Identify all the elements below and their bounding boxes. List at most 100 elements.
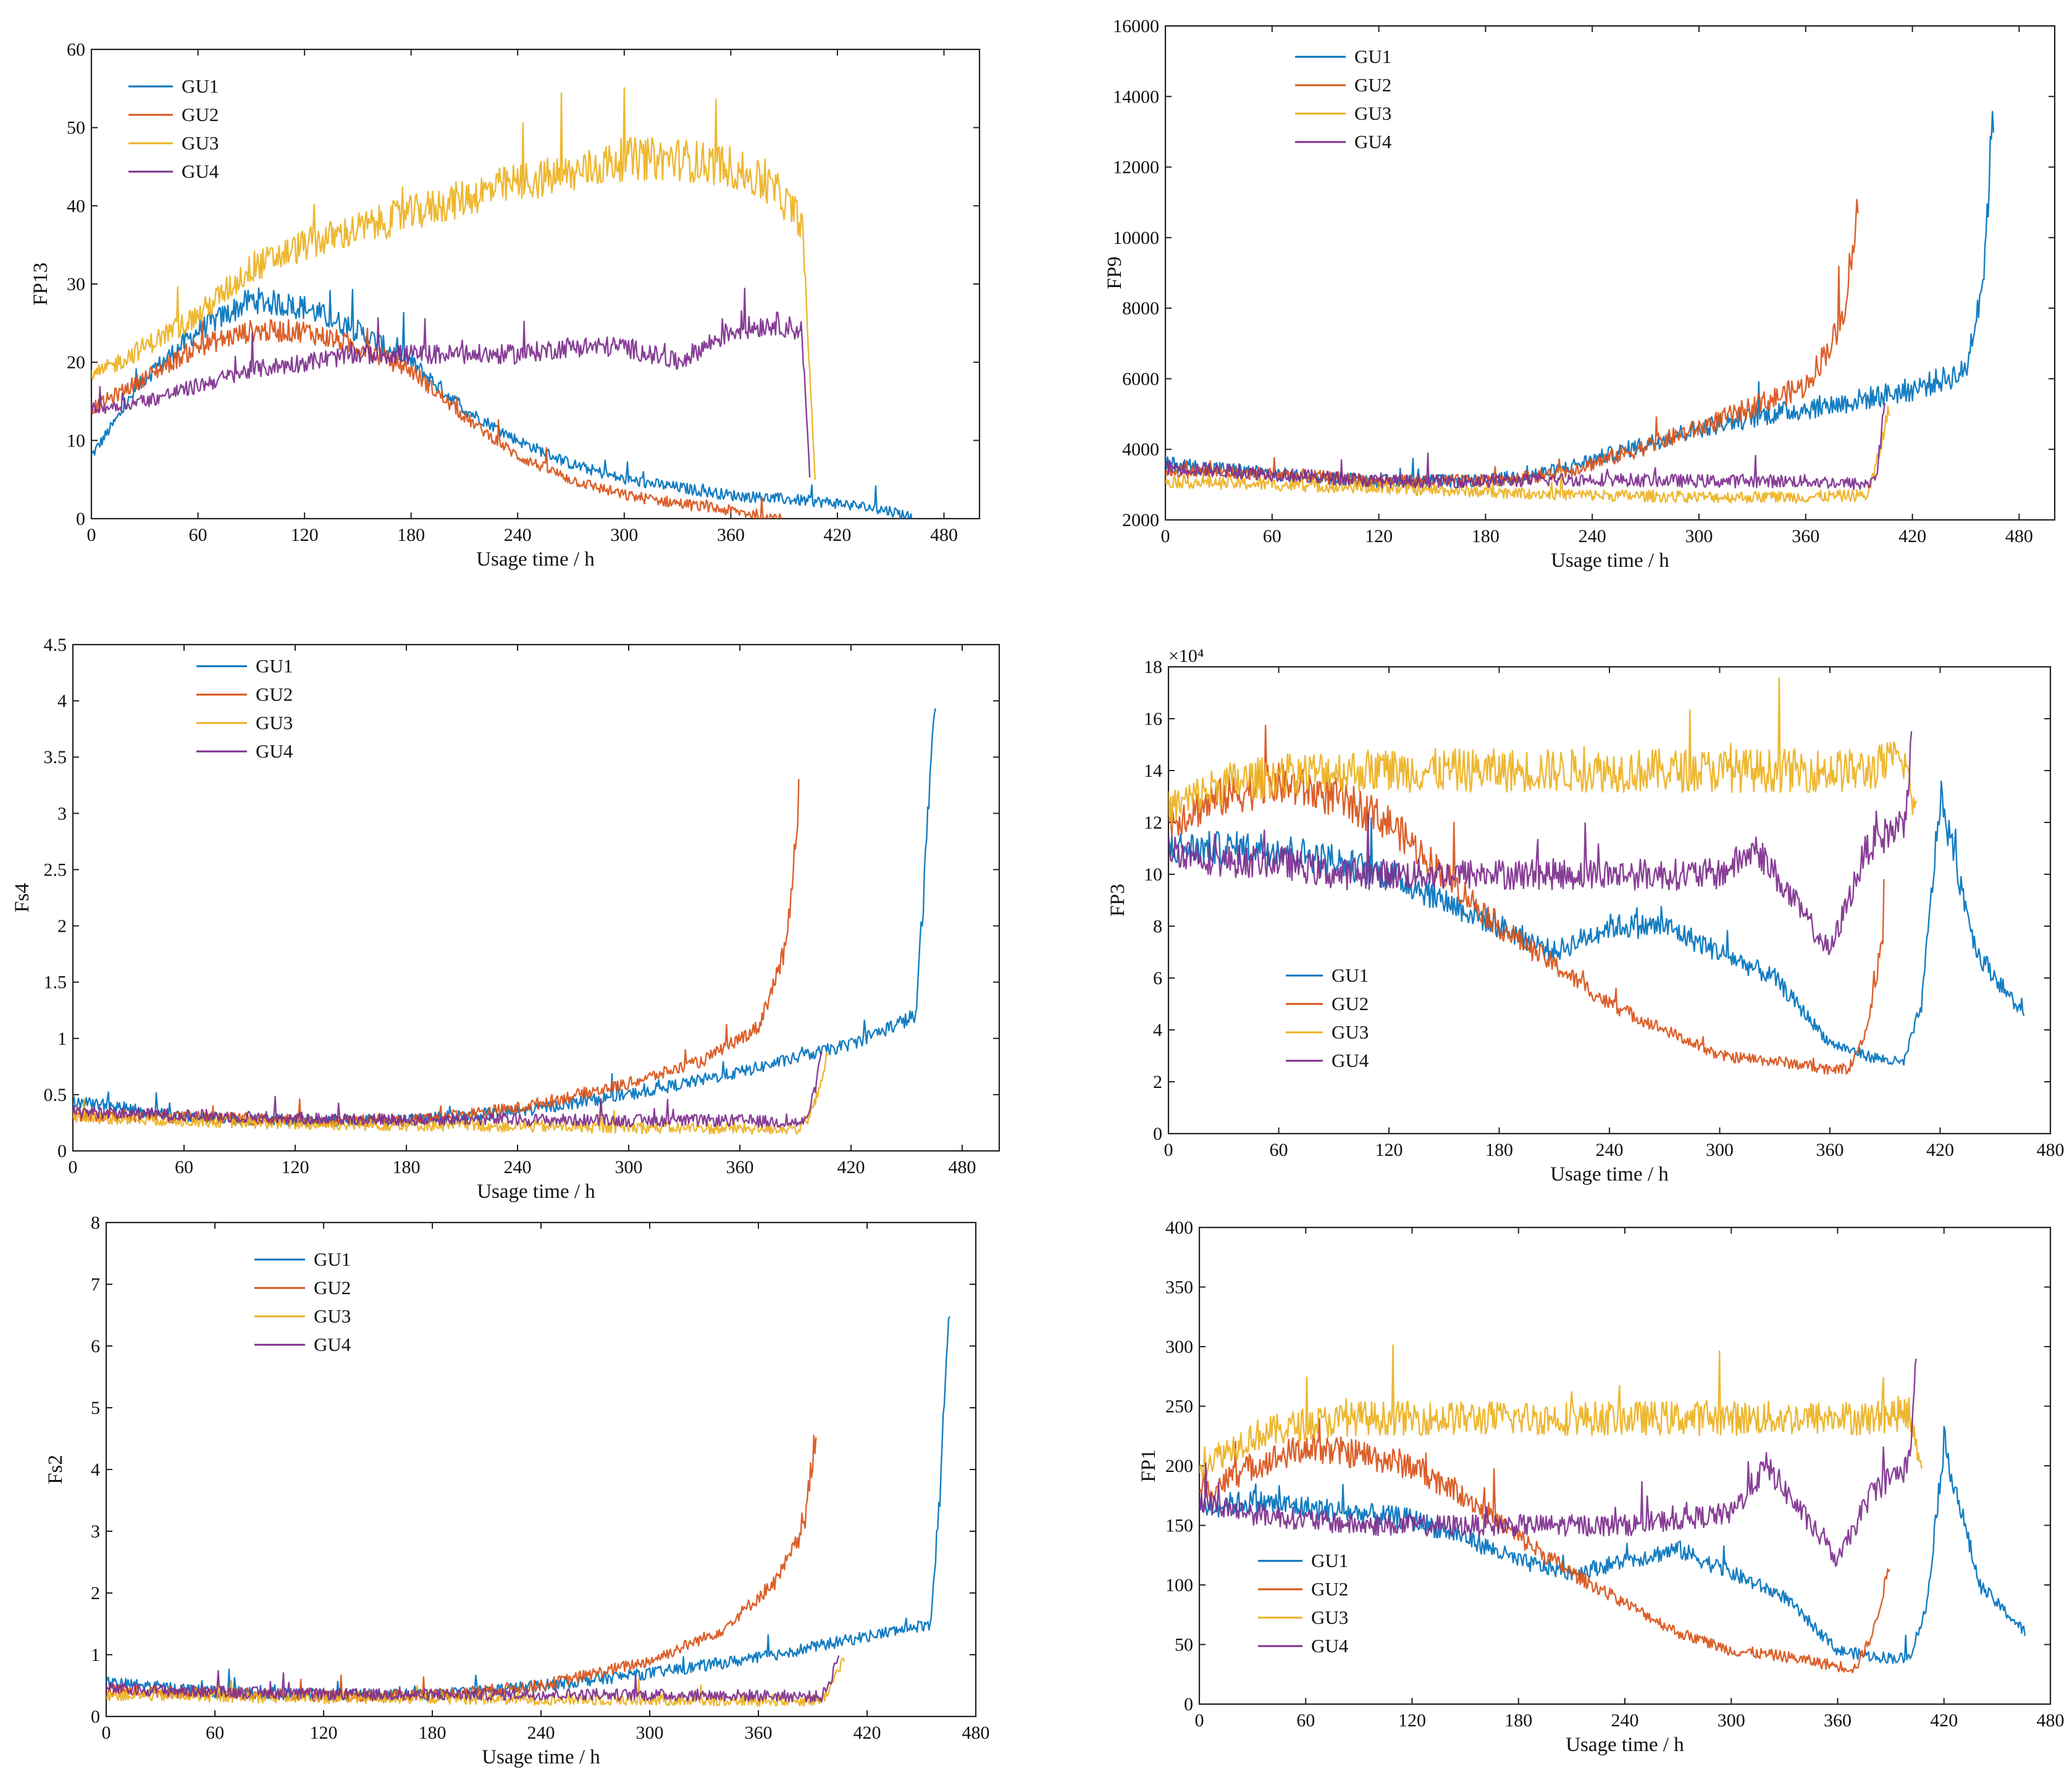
y-tick-label: 10 — [1144, 864, 1162, 885]
x-tick-label: 240 — [527, 1723, 555, 1743]
y-tick-label: 20 — [67, 353, 85, 373]
plot-frame — [72, 643, 1000, 1152]
legend-label-gu2: GU2 — [182, 104, 219, 125]
series-line-gu3 — [91, 87, 816, 480]
x-tick-label: 360 — [745, 1723, 773, 1743]
x-tick-label: 240 — [504, 1157, 532, 1177]
chart-fp13: 0 60 120 180 240 300 360 420 480 0 10 20 30 40 50 60 Usa… — [30, 40, 981, 571]
series-line-gu1 — [106, 1316, 950, 1702]
x-tick-label: 420 — [1898, 526, 1926, 546]
y-axis-label: Fs2 — [44, 1455, 67, 1484]
y-tick-label: 18 — [1144, 657, 1162, 677]
legend-label-gu4: GU4 — [182, 161, 219, 182]
x-tick-label: 60 — [189, 525, 208, 545]
plot-frame — [90, 48, 981, 520]
series-line-gu2 — [91, 319, 782, 519]
x-tick-label: 0 — [1161, 526, 1170, 546]
x-tick-label: 180 — [419, 1723, 447, 1743]
y-scale-label: ×10⁴ — [1168, 646, 1204, 666]
chart-fp9: 0 60 120 180 240 300 360 420 480 2000 4000 6000 8000… — [1104, 16, 2056, 572]
x-tick-label: 120 — [1398, 1710, 1426, 1731]
x-tick-label: 300 — [610, 525, 638, 545]
y-tick-label: 100 — [1165, 1575, 1193, 1595]
x-tick-label: 300 — [1718, 1710, 1745, 1731]
x-tick-label: 480 — [962, 1723, 990, 1743]
legend-label-gu2: GU2 — [256, 683, 293, 705]
y-tick-label: 1 — [57, 1029, 67, 1049]
series-line-gu3 — [1199, 1344, 1923, 1479]
x-tick-label: 120 — [1375, 1140, 1403, 1160]
y-tick-label: 14 — [1144, 761, 1162, 781]
legend-label-gu3: GU3 — [256, 712, 293, 734]
x-tick-label: 360 — [1816, 1140, 1844, 1160]
y-tick-label: 10 — [67, 430, 85, 451]
legend-label-gu2: GU2 — [1332, 993, 1369, 1014]
legend-label-gu2: GU2 — [314, 1277, 351, 1298]
legend-label-gu1: GU1 — [182, 75, 219, 97]
y-tick-label: 300 — [1165, 1337, 1193, 1357]
series-line-gu4 — [1199, 1358, 1918, 1567]
legend-label-gu1: GU1 — [314, 1248, 351, 1270]
x-tick-label: 360 — [1824, 1710, 1852, 1731]
legend-label-gu3: GU3 — [1354, 102, 1391, 124]
x-tick-label: 300 — [636, 1723, 664, 1743]
plot-frame — [1167, 666, 2052, 1135]
series-line-gu4 — [91, 287, 811, 478]
plot-frame — [1198, 1226, 2052, 1705]
x-tick-label: 60 — [1270, 1140, 1288, 1160]
series-group — [106, 1316, 950, 1707]
x-tick-label: 0 — [87, 525, 96, 545]
series-group — [1165, 111, 1995, 504]
legend-label-gu2: GU2 — [1311, 1578, 1348, 1600]
series-line-gu1 — [91, 287, 916, 519]
x-tick-label: 240 — [504, 525, 532, 545]
x-tick-label: 180 — [397, 525, 425, 545]
y-tick-label: 6000 — [1122, 369, 1159, 389]
x-tick-label: 240 — [1579, 526, 1606, 546]
y-tick-label: 150 — [1165, 1516, 1193, 1536]
y-tick-label: 12 — [1144, 813, 1162, 833]
x-tick-label: 480 — [2037, 1140, 2065, 1160]
series-line-gu4 — [106, 1655, 840, 1703]
chart-fp3: 0 60 120 180 240 300 360 420 480 0 2 4 6 8 10 12 14 16 18 U… — [1107, 646, 2065, 1185]
legend-label-gu1: GU1 — [1311, 1550, 1348, 1571]
x-tick-label: 480 — [949, 1157, 976, 1177]
legend-label-gu4: GU4 — [1332, 1050, 1369, 1071]
x-tick-label: 360 — [1792, 526, 1819, 546]
x-tick-label: 300 — [1685, 526, 1713, 546]
legend-label-gu3: GU3 — [1332, 1021, 1369, 1043]
series-line-gu4 — [1168, 731, 1913, 956]
y-tick-label: 3.5 — [44, 747, 67, 767]
y-axis-label: FP3 — [1107, 884, 1129, 916]
y-tick-label: 14000 — [1113, 86, 1159, 107]
legend-label-gu1: GU1 — [256, 655, 293, 677]
y-tick-label: 0 — [91, 1707, 100, 1727]
x-tick-label: 360 — [726, 1157, 754, 1177]
y-tick-label: 8 — [91, 1213, 100, 1233]
y-tick-label: 0 — [1184, 1694, 1193, 1715]
x-tick-label: 420 — [854, 1723, 881, 1743]
legend-label-gu3: GU3 — [182, 132, 219, 154]
y-tick-label: 2 — [91, 1583, 100, 1603]
y-tick-label: 2000 — [1122, 510, 1159, 530]
x-tick-label: 480 — [930, 525, 958, 545]
y-tick-label: 3 — [91, 1521, 100, 1542]
y-tick-label: 8 — [1153, 916, 1162, 937]
y-tick-label: 1.5 — [44, 972, 67, 993]
x-tick-label: 60 — [1296, 1710, 1315, 1731]
legend-label-gu1: GU1 — [1354, 46, 1391, 67]
y-tick-label: 7 — [91, 1274, 100, 1295]
series-group — [91, 87, 916, 519]
chart-fp1: 0 60 120 180 240 300 360 420 480 0 50 100 150 200 250 3… — [1138, 1218, 2065, 1756]
x-axis-label: Usage time / h — [476, 548, 595, 571]
chart-fs2: 0 60 120 180 240 300 360 420 480 0 1 2 3 4 5 6 7 8 Usage t… — [44, 1213, 990, 1768]
x-axis-label: Usage time / h — [1566, 1734, 1684, 1756]
series-line-gu1 — [1199, 1426, 2026, 1664]
y-tick-label: 4 — [1153, 1020, 1162, 1040]
y-tick-label: 3 — [57, 803, 67, 824]
y-tick-label: 12000 — [1113, 157, 1159, 178]
series-line-gu2 — [1165, 199, 1859, 488]
y-tick-label: 30 — [67, 274, 85, 295]
series-line-gu2 — [1199, 1418, 1890, 1674]
x-tick-label: 300 — [1706, 1140, 1734, 1160]
